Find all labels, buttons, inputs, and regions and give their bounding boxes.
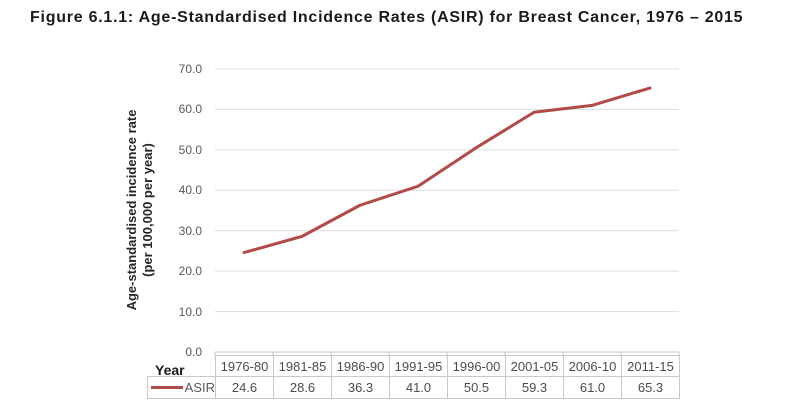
value-cell: 41.0 (390, 377, 448, 398)
y-tick-label: 70.0 (178, 62, 202, 76)
y-tick-label: 60.0 (178, 102, 202, 117)
value-cell: 28.6 (274, 377, 332, 398)
asir-series-line (242, 86, 652, 255)
value-cell: 59.3 (506, 377, 564, 398)
year-cell: 2001-05 (506, 356, 564, 376)
data-table-header-row: 1976-80 1981-85 1986-90 1991-95 1996-00 2001-… (215, 355, 680, 377)
y-tick-label: 20.0 (178, 264, 202, 279)
value-cell: 36.3 (332, 377, 390, 398)
y-tick-label: 50.0 (178, 142, 202, 157)
year-cell: 2011-15 (622, 356, 680, 376)
y-tick-label: 0.0 (185, 345, 202, 359)
value-cell: 50.5 (448, 377, 506, 398)
figure-title: Figure 6.1.1: Age-Standardised Incidence… (30, 9, 744, 26)
year-cell: 1996-00 (448, 356, 506, 376)
value-cell: 24.6 (216, 377, 274, 398)
year-cell: 2006-10 (564, 356, 622, 376)
value-cell: 65.3 (622, 377, 680, 398)
legend-cell: ASIR (147, 377, 215, 399)
year-cell: 1981-85 (274, 356, 332, 376)
value-cell: 61.0 (564, 377, 622, 398)
year-cell: 1986-90 (332, 356, 390, 376)
legend-area-top-border (147, 376, 215, 377)
year-cell: 1976-80 (216, 356, 274, 376)
year-cell: 1991-95 (390, 356, 448, 376)
data-table-value-row: 24.6 28.6 36.3 41.0 50.5 59.3 61.0 65.3 (215, 377, 680, 399)
y-tick-label: 10.0 (178, 304, 202, 319)
legend-series-label: ASIR (184, 380, 215, 395)
y-tick-label: 30.0 (178, 223, 202, 238)
y-tick-label: 40.0 (178, 183, 202, 198)
legend-key-line (151, 386, 183, 389)
x-axis-title: Year (155, 361, 185, 378)
